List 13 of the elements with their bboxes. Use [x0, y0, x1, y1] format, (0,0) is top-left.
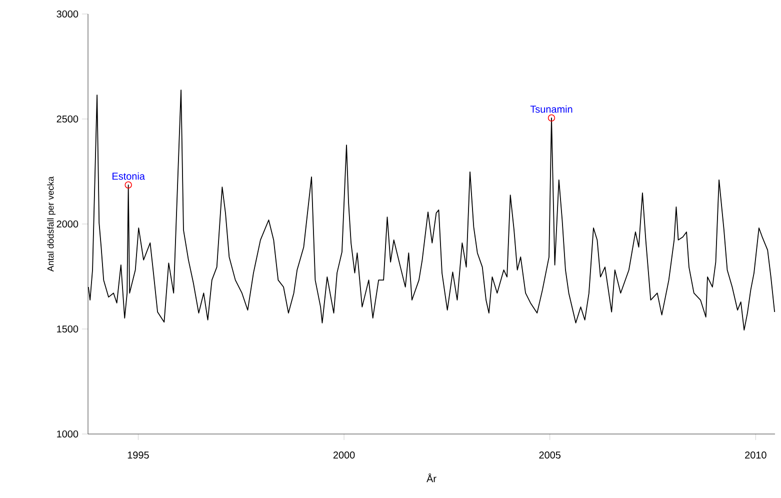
x-tick-label: 2000: [333, 452, 355, 459]
y-tick-label: 1500: [57, 325, 78, 333]
annotation: Estonia: [112, 172, 145, 180]
y-tick-label: 3000: [56, 10, 78, 18]
x-tick-label: 2010: [745, 452, 766, 459]
annotation: Tsunamin: [530, 105, 572, 113]
y-tick-label: 2500: [56, 115, 78, 123]
x-axis-title: År: [426, 473, 436, 482]
y-axis-title: Antal dödsfall per vecka: [47, 176, 56, 272]
y-tick-label: 1000: [57, 430, 78, 438]
x-tick-label: 1995: [128, 452, 149, 459]
x-tick-label: 2005: [539, 452, 561, 459]
y-tick-label: 2000: [56, 220, 78, 228]
